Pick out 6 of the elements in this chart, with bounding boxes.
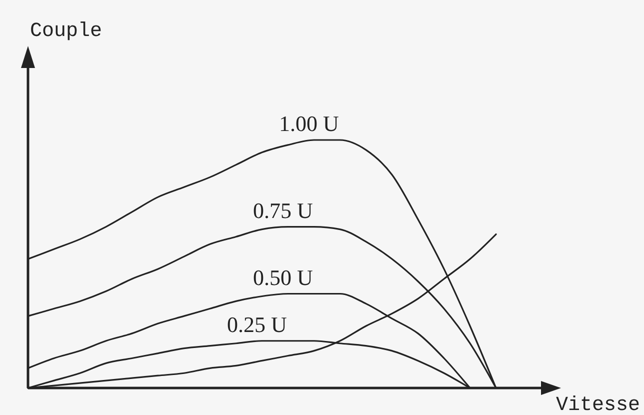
y-axis-title: Couple xyxy=(30,20,102,43)
series-label: 0.75 U xyxy=(253,198,314,223)
x-axis-title: Vitesse xyxy=(556,394,640,415)
series-label: 1.00 U xyxy=(279,111,340,136)
series-label: 0.25 U xyxy=(227,312,288,337)
series-label: 0.50 U xyxy=(253,264,314,290)
